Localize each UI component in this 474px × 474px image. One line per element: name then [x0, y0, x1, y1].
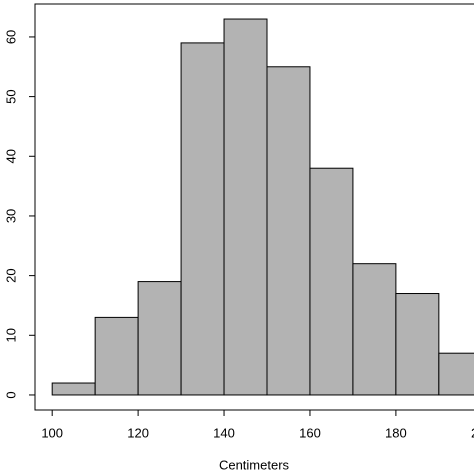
bar	[223, 18, 268, 396]
y-tick-label: 60	[3, 30, 18, 44]
y-tick-label: 50	[3, 89, 18, 103]
bar	[137, 281, 182, 396]
x-tick-label: 120	[127, 425, 149, 440]
x-tick-label: 200	[471, 425, 474, 440]
bar	[309, 167, 354, 396]
x-tick-label: 100	[41, 425, 63, 440]
y-tick-label: 40	[3, 149, 18, 163]
bar	[438, 352, 474, 396]
bar	[395, 293, 440, 396]
bar	[180, 42, 225, 396]
bar	[266, 66, 311, 396]
x-tick-label: 140	[213, 425, 235, 440]
y-tick-label: 20	[3, 268, 18, 282]
bar	[352, 263, 397, 396]
x-axis-label: Centimeters	[219, 457, 290, 472]
x-tick-label: 180	[385, 425, 407, 440]
y-tick-label: 0	[3, 391, 18, 398]
y-tick-label: 10	[3, 328, 18, 342]
x-tick-label: 160	[299, 425, 321, 440]
bar	[94, 316, 139, 396]
bar	[51, 382, 96, 396]
y-tick-label: 30	[3, 209, 18, 223]
